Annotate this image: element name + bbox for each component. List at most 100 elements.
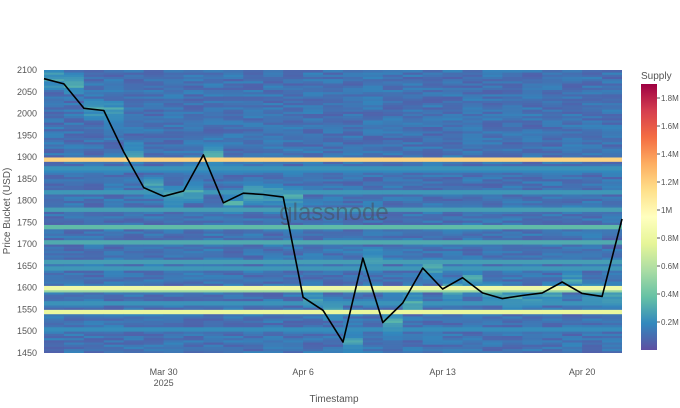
heatmap-cell — [502, 237, 523, 241]
heatmap-cell — [203, 196, 224, 199]
heatmap-cell — [362, 150, 384, 154]
heatmap-cell — [362, 102, 384, 106]
heatmap-cell — [263, 222, 284, 225]
heatmap-cell — [143, 111, 165, 114]
heatmap-cell — [582, 126, 603, 130]
heatmap-cell — [63, 252, 85, 256]
heatmap-cell — [422, 167, 444, 171]
heatmap-cell — [602, 268, 622, 271]
heatmap-cell — [362, 326, 384, 330]
heatmap-cell — [283, 87, 304, 90]
heatmap-cell — [263, 74, 284, 77]
heatmap-cell — [382, 161, 404, 165]
heatmap-cell — [263, 337, 284, 341]
heatmap-cell — [143, 289, 165, 293]
heatmap-cell — [83, 246, 105, 249]
heatmap-cell — [123, 189, 145, 193]
heatmap-cell — [303, 294, 324, 297]
heatmap-cell — [582, 228, 603, 232]
heatmap-cell — [163, 146, 185, 149]
heatmap-cell — [522, 331, 543, 334]
heatmap-cell — [582, 117, 603, 121]
heatmap-cell — [362, 344, 384, 347]
heatmap-cell — [522, 215, 543, 219]
heatmap-cell — [263, 246, 284, 249]
heatmap-cell — [482, 226, 503, 230]
heatmap-cell — [183, 311, 204, 315]
heatmap-cell — [382, 285, 404, 289]
heatmap-cell — [362, 348, 384, 352]
heatmap-cell — [263, 305, 284, 308]
heatmap-cell — [342, 268, 364, 271]
heatmap-cell — [223, 174, 244, 178]
heatmap-cell — [542, 135, 563, 138]
heatmap-cell — [342, 74, 364, 77]
heatmap-cell — [482, 76, 503, 80]
heatmap-cell — [123, 163, 145, 167]
heatmap-cell — [323, 270, 344, 273]
heatmap-cell — [382, 96, 404, 99]
heatmap-cell — [562, 350, 583, 353]
heatmap-cell — [163, 196, 185, 199]
heatmap-cell — [123, 87, 145, 90]
heatmap-cell — [223, 283, 244, 286]
heatmap-cell — [183, 241, 204, 245]
heatmap-cell — [63, 104, 85, 108]
heatmap-cell — [562, 268, 583, 271]
heatmap-cell — [602, 80, 622, 84]
heatmap-cell — [163, 189, 185, 193]
heatmap-cell — [163, 80, 185, 84]
heatmap-cell — [103, 181, 125, 184]
heatmap-cell — [103, 329, 125, 332]
heatmap-cell — [223, 150, 244, 154]
heatmap-cell — [223, 318, 244, 321]
heatmap-cell — [362, 337, 384, 341]
heatmap-cell — [223, 215, 244, 219]
heatmap-cell — [582, 120, 603, 123]
heatmap-cell — [123, 211, 145, 215]
heatmap-cell — [123, 148, 145, 151]
heatmap-cell — [402, 85, 424, 88]
colorbar-tick-label: 0.8M — [661, 234, 679, 243]
heatmap-cell — [183, 115, 204, 119]
heatmap-cell — [83, 189, 105, 193]
heatmap-cell — [83, 113, 105, 117]
heatmap-cell — [44, 265, 65, 269]
heatmap-cell — [163, 218, 185, 221]
heatmap-cell — [223, 117, 244, 121]
heatmap-cell — [422, 157, 444, 160]
heatmap-cell — [263, 322, 284, 326]
heatmap-cell — [522, 198, 543, 202]
heatmap-cell — [582, 324, 603, 328]
heatmap-cell — [103, 335, 125, 339]
heatmap-cell — [342, 302, 364, 306]
heatmap-cell — [522, 248, 543, 252]
heatmap-cell — [422, 220, 444, 223]
heatmap-cell — [63, 300, 85, 304]
heatmap-cell — [582, 152, 603, 156]
heatmap-cell — [143, 187, 165, 191]
heatmap-cell — [342, 187, 364, 191]
heatmap-cell — [83, 107, 105, 110]
heatmap-cell — [223, 102, 244, 106]
heatmap-cell — [223, 287, 244, 291]
heatmap-cell — [143, 300, 165, 304]
heatmap-cell — [422, 270, 444, 273]
heatmap-cell — [123, 278, 145, 282]
heatmap-cell — [243, 78, 264, 82]
heatmap-cell — [303, 117, 324, 121]
heatmap-cell — [582, 309, 603, 313]
heatmap-cell — [103, 311, 125, 315]
heatmap-cell — [323, 167, 344, 171]
heatmap-cell — [263, 202, 284, 206]
heatmap-cell — [183, 244, 204, 247]
heatmap-cell — [303, 350, 324, 353]
heatmap-cell — [542, 326, 563, 330]
heatmap-cell — [442, 200, 464, 204]
heatmap-cell — [602, 228, 622, 232]
heatmap-cell — [442, 289, 464, 293]
heatmap-cell — [542, 257, 563, 260]
heatmap-cell — [422, 224, 444, 228]
heatmap-cell — [183, 337, 204, 341]
heatmap-cell — [462, 244, 483, 247]
